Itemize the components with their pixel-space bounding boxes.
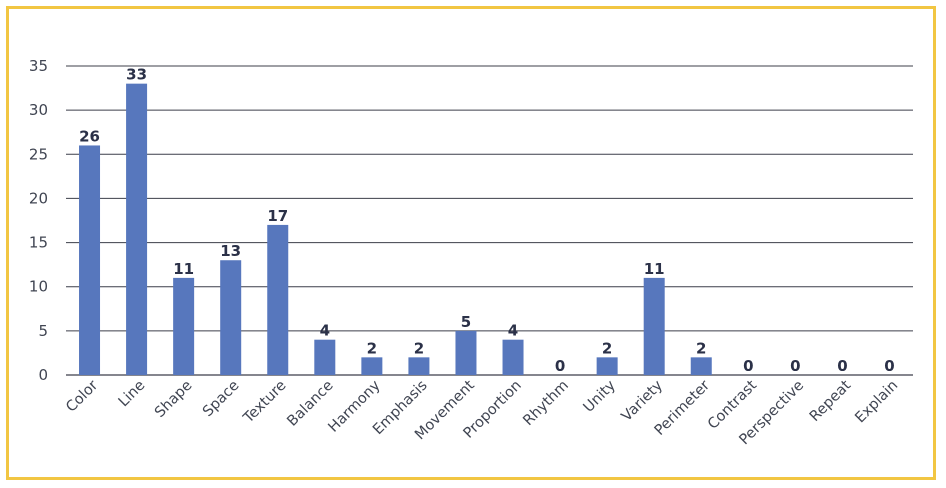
y-axis-ticks: 0 5 10 15 20 25 30 35 (29, 57, 48, 384)
x-tick-label-color: Color (63, 377, 101, 415)
y-tick-label: 35 (29, 57, 48, 75)
bar-shape (173, 277, 195, 375)
y-tick-label: 20 (29, 189, 48, 207)
data-label-space: 13 (220, 242, 241, 260)
gridlines (66, 65, 913, 376)
data-label-unity: 2 (602, 339, 612, 357)
y-tick-label: 0 (38, 366, 48, 384)
y-tick-label: 5 (38, 322, 48, 340)
data-label-rhythm: 0 (555, 357, 565, 375)
bar-movement (455, 330, 477, 375)
x-axis-ticks: Color Line Shape SpaceTextureBalanceHarmony… (63, 377, 901, 448)
data-label-shape: 11 (173, 260, 194, 278)
x-tick-label-space: Space (200, 377, 243, 420)
bar-perimeter (690, 357, 712, 375)
bar-variety (643, 277, 665, 375)
x-tick-label-variety: Variety (619, 377, 667, 425)
data-label-repeat: 0 (837, 357, 847, 375)
bar-color (79, 145, 101, 375)
data-label-proportion: 4 (508, 322, 518, 340)
data-label-texture: 17 (267, 207, 288, 225)
bars (79, 83, 712, 376)
data-label-color: 26 (79, 127, 100, 145)
data-label-explain: 0 (884, 357, 894, 375)
y-tick-label: 25 (29, 145, 48, 163)
bar-proportion (502, 339, 524, 375)
x-tick-label-line: Line (116, 377, 149, 410)
data-label-contrast: 0 (743, 357, 753, 375)
y-tick-label: 10 (29, 278, 48, 296)
x-tick-label-texture: Texture (240, 377, 290, 427)
bar-line (126, 83, 148, 376)
y-tick-label: 30 (29, 101, 48, 119)
x-tick-label-shape: Shape (152, 377, 195, 420)
bar-unity (596, 357, 618, 375)
data-label-harmony: 2 (367, 339, 377, 357)
x-tick-label-repeat: Repeat (807, 377, 855, 425)
data-label-perspective: 0 (790, 357, 800, 375)
data-label-variety: 11 (644, 260, 665, 278)
bar-emphasis (408, 357, 430, 375)
bar-space (220, 260, 242, 375)
data-label-balance: 4 (320, 322, 330, 340)
data-label-movement: 5 (461, 313, 471, 331)
bar-harmony (361, 357, 383, 375)
y-tick-label: 15 (29, 234, 48, 252)
bar-texture (267, 224, 289, 375)
data-label-line: 33 (126, 66, 147, 84)
x-tick-label-rhythm: Rhythm (520, 378, 572, 430)
data-label-perimeter: 2 (696, 339, 706, 357)
x-tick-label-unity: Unity (581, 377, 620, 416)
bar-balance (314, 339, 336, 375)
data-label-emphasis: 2 (414, 339, 424, 357)
x-tick-label-explain: Explain (852, 378, 901, 427)
